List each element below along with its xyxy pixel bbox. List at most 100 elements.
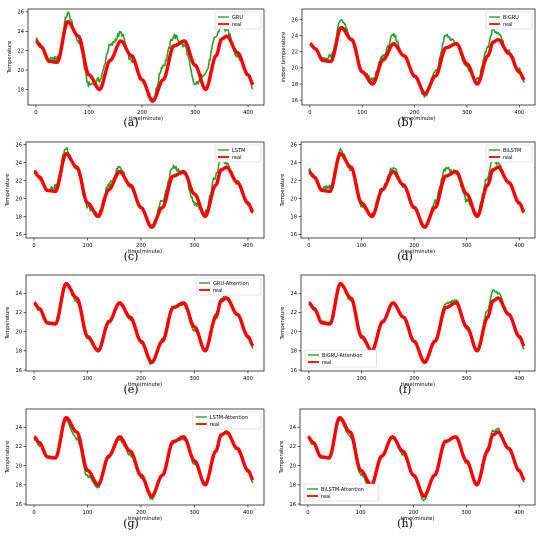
x-tick-label: 200	[410, 110, 420, 116]
panel-lstm-attention: 0 100 200 300 400 16 18 20 22 24 time(minute) Tempe…	[5, 408, 265, 530]
legend-real-label: real	[322, 360, 331, 366]
x-tick-label: 100	[83, 510, 93, 516]
panel-bilstm: 0 100 200 300 400 16 18 20 22 24 26 time(minute) Tem…	[280, 141, 536, 263]
x-tick-label: 200	[136, 510, 146, 516]
x-axis-label: time(minute)	[128, 249, 162, 255]
x-tick-label: 0	[307, 243, 310, 249]
panel-caption: (g)	[123, 517, 139, 530]
y-tick-label: 26	[15, 142, 22, 148]
y-tick-label: 16	[291, 98, 298, 104]
y-tick-label: 24	[290, 160, 297, 166]
y-tick-label: 24	[291, 33, 298, 39]
real-series-line	[308, 25, 526, 96]
x-tick-label: 0	[32, 243, 35, 249]
panel-bilstm-attention: 0 100 200 300 400 16 18 20 22 24 time(minute) Tempe…	[279, 408, 536, 530]
x-tick-label: 100	[357, 243, 367, 249]
x-tick-label: 400	[514, 510, 524, 516]
legend-box	[192, 411, 262, 430]
x-tick-label: 300	[190, 243, 200, 249]
x-tick-label: 200	[137, 110, 147, 116]
legend-box	[304, 349, 377, 368]
legend-real-label: real	[210, 422, 219, 428]
legend-real-label: real	[213, 288, 222, 294]
y-tick-label: 16	[15, 232, 22, 238]
x-tick-label: 0	[308, 110, 311, 116]
x-tick-label: 100	[357, 376, 367, 382]
real-series-line	[33, 415, 255, 498]
y-tick-label: 20	[15, 329, 22, 335]
legend-model-label: GRU	[232, 15, 243, 21]
plot-frame	[300, 274, 536, 372]
model-series-line	[33, 283, 254, 366]
x-axis-label: time(minute)	[129, 116, 163, 122]
legend-real-label: real	[503, 22, 512, 28]
y-axis-label: Temperature	[7, 41, 13, 75]
legend-box	[303, 483, 380, 502]
x-tick-label: 0	[307, 376, 310, 382]
x-tick-label: 300	[190, 110, 200, 116]
y-tick-label: 18	[15, 483, 22, 489]
plot-frame	[299, 408, 536, 506]
x-tick-label: 200	[409, 510, 419, 516]
y-tick-label: 26	[291, 17, 298, 23]
y-tick-label: 20	[290, 196, 297, 202]
panel-caption: (a)	[123, 116, 138, 129]
x-tick-label: 300	[462, 376, 472, 382]
y-axis-label: Temperature	[280, 307, 286, 341]
x-tick-label: 200	[409, 243, 419, 249]
real-series-line	[307, 415, 526, 498]
legend-model-label: BiGRU-Attention	[322, 353, 363, 359]
y-tick-label: 24	[15, 160, 22, 166]
x-axis-label: time(minute)	[401, 382, 435, 388]
legend-box	[195, 277, 262, 296]
y-tick-label: 22	[17, 48, 24, 54]
legend-model-label: BiGRU	[503, 15, 519, 21]
y-tick-label: 20	[17, 68, 24, 74]
x-tick-label: 400	[514, 110, 524, 116]
y-tick-label: 24	[17, 29, 24, 35]
legend-model-label: GRU-Attention	[213, 281, 249, 287]
y-tick-label: 18	[291, 82, 298, 88]
legend-real-label: real	[503, 155, 512, 161]
plot-frame	[25, 274, 265, 372]
y-tick-label: 20	[290, 329, 297, 335]
x-tick-label: 400	[514, 243, 524, 249]
y-tick-label: 24	[15, 425, 22, 431]
panel-bigru: 0 100 200 300 400 16 18 20 22 24 26 time(minute) ind…	[281, 8, 536, 129]
y-tick-label: 22	[289, 444, 296, 450]
y-tick-label: 16	[15, 368, 22, 374]
y-tick-label: 24	[290, 291, 297, 297]
y-tick-label: 24	[289, 425, 296, 431]
x-tick-label: 200	[136, 243, 146, 249]
legend-model-label: LSTM-Attention	[210, 415, 248, 421]
x-tick-label: 400	[243, 376, 253, 382]
x-tick-label: 400	[514, 376, 524, 382]
y-axis-label: indoor temperature	[281, 32, 287, 83]
panel-caption: (e)	[123, 383, 138, 396]
y-tick-label: 22	[290, 178, 297, 184]
x-tick-label: 300	[461, 510, 471, 516]
y-tick-label: 16	[290, 232, 297, 238]
y-tick-label: 18	[290, 214, 297, 220]
plot-frame	[300, 141, 536, 239]
panel-caption: (d)	[397, 250, 413, 263]
y-tick-label: 20	[289, 463, 296, 469]
y-tick-label: 20	[15, 463, 22, 469]
y-tick-label: 22	[15, 444, 22, 450]
y-axis-label: Temperature	[5, 307, 11, 341]
panel-caption: (b)	[397, 116, 413, 129]
y-axis-label: Temperature	[5, 174, 11, 208]
x-tick-label: 0	[32, 376, 35, 382]
x-tick-label: 400	[243, 243, 253, 249]
real-series-line	[33, 151, 255, 229]
legend-real-label: real	[232, 155, 241, 161]
x-tick-label: 100	[357, 110, 367, 116]
